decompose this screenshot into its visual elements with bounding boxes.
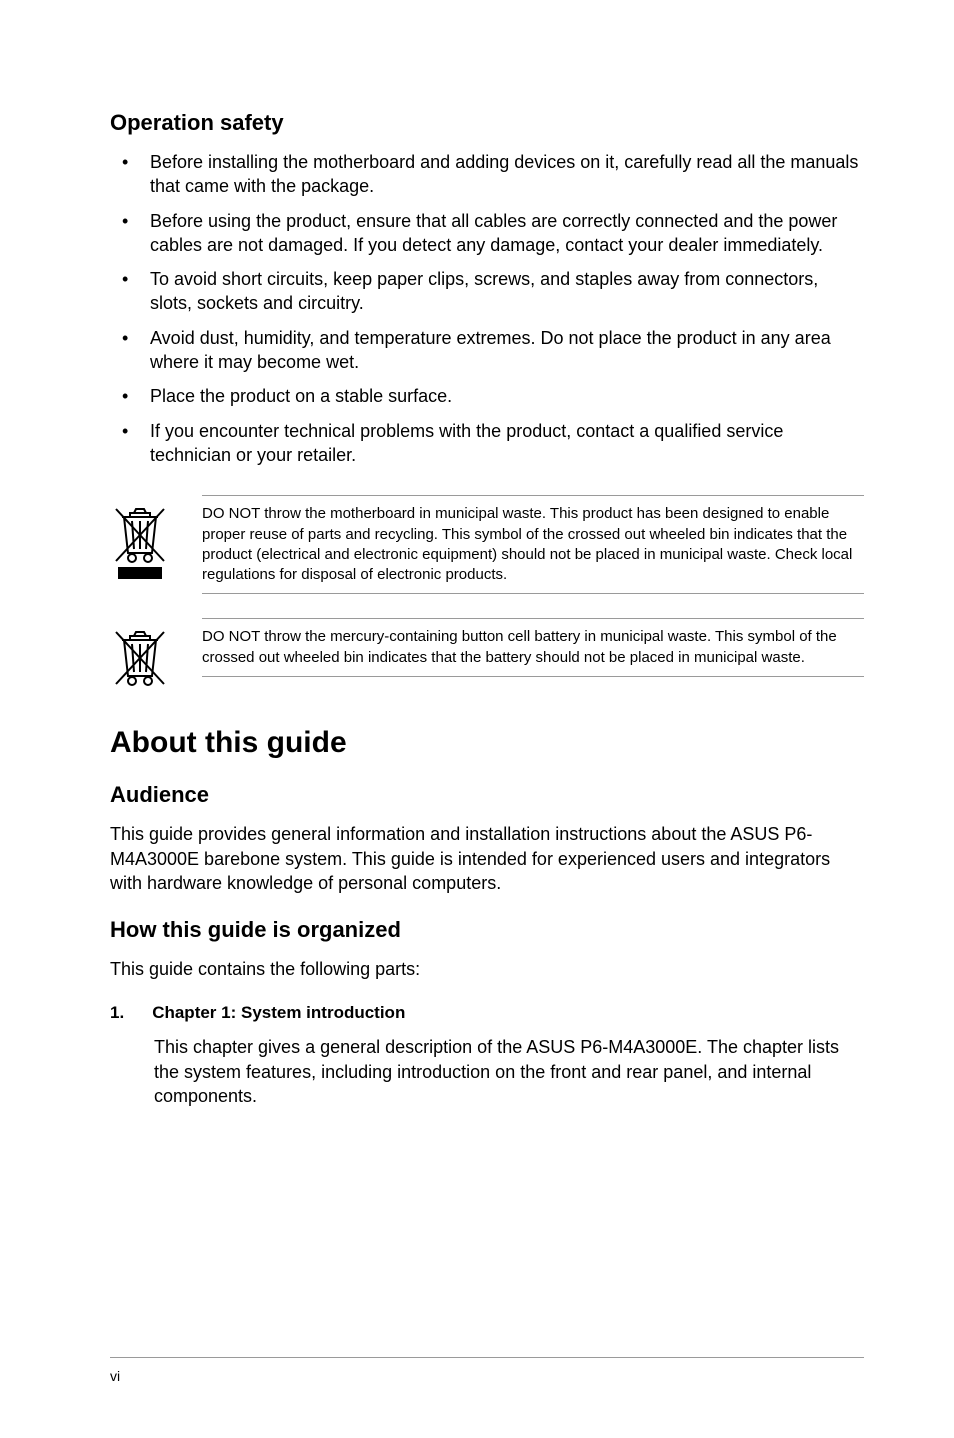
operation-safety-list: Before installing the motherboard and ad…: [110, 150, 864, 467]
list-item: Avoid dust, humidity, and temperature ex…: [110, 326, 864, 375]
about-guide-heading: About this guide: [110, 726, 864, 760]
chapter-number: 1.: [110, 1003, 124, 1023]
organized-intro: This guide contains the following parts:: [110, 957, 864, 981]
chapter-item: 1. Chapter 1: System introduction: [110, 1003, 864, 1023]
weee-note-block: DO NOT throw the motherboard in municipa…: [110, 495, 864, 594]
battery-note-block: DO NOT throw the mercury-containing butt…: [110, 618, 864, 688]
audience-text: This guide provides general information …: [110, 822, 864, 895]
weee-note-text: DO NOT throw the motherboard in municipa…: [202, 495, 864, 594]
list-item: Place the product on a stable surface.: [110, 384, 864, 408]
chapter-title: Chapter 1: System introduction: [152, 1003, 405, 1023]
chapter-body: This chapter gives a general description…: [110, 1035, 864, 1108]
page-number: vi: [110, 1368, 120, 1384]
battery-note-text: DO NOT throw the mercury-containing butt…: [202, 618, 864, 677]
operation-safety-heading: Operation safety: [110, 110, 864, 136]
list-item: Before installing the motherboard and ad…: [110, 150, 864, 199]
audience-heading: Audience: [110, 782, 864, 808]
crossed-bin-bar-icon: [110, 495, 180, 581]
crossed-bin-icon: [110, 618, 180, 688]
organized-heading: How this guide is organized: [110, 917, 864, 943]
list-item: Before using the product, ensure that al…: [110, 209, 864, 258]
list-item: If you encounter technical problems with…: [110, 419, 864, 468]
page-footer: vi: [110, 1357, 864, 1384]
list-item: To avoid short circuits, keep paper clip…: [110, 267, 864, 316]
